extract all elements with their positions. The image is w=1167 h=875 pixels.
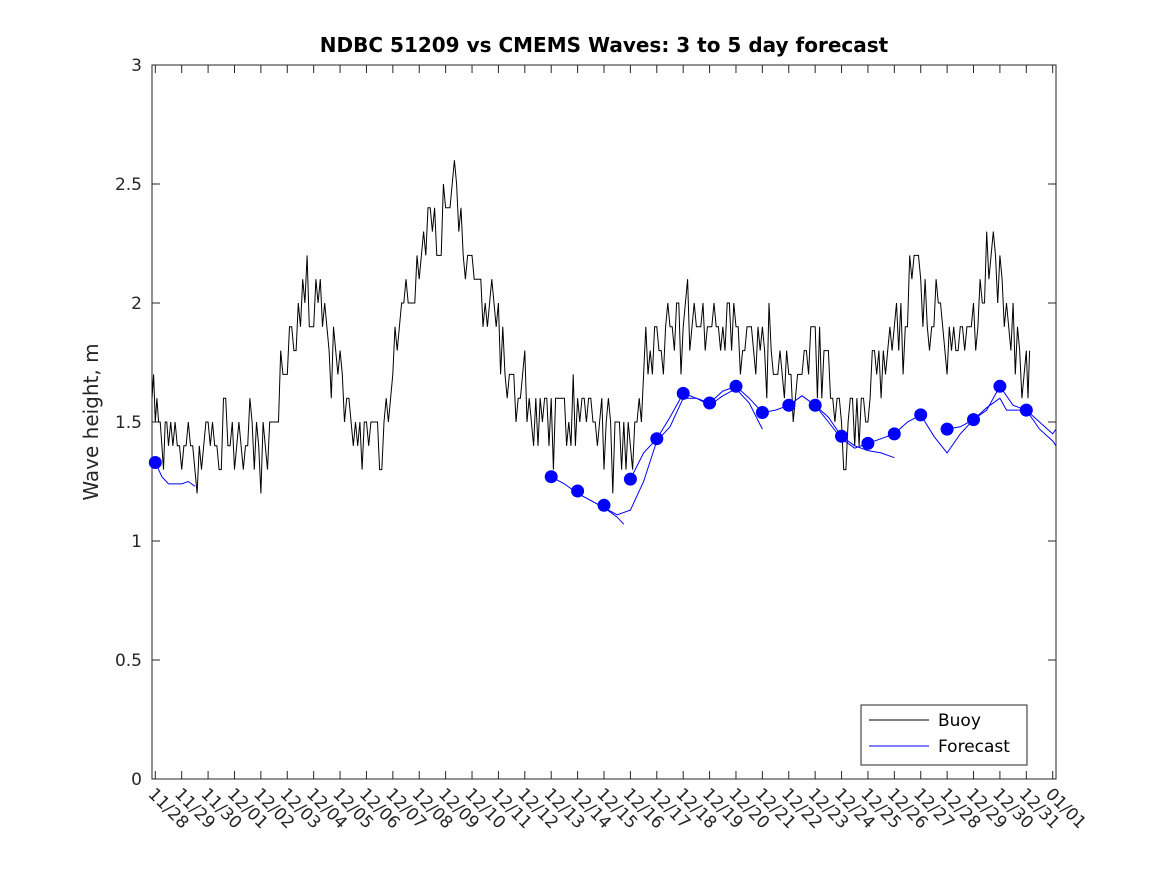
forecast-marker (861, 436, 875, 450)
y-axis-label: Wave height, m (79, 343, 103, 500)
buoy-line (151, 160, 1031, 494)
forecast-marker (782, 398, 796, 412)
forecast-marker (703, 396, 717, 410)
legend: Buoy Forecast (860, 704, 1028, 766)
forecast-line (947, 397, 1057, 447)
forecast-marker (1019, 403, 1033, 417)
forecast-marker (623, 472, 637, 486)
forecast-marker (808, 398, 822, 412)
legend-buoy-label: Buoy (938, 711, 981, 731)
y-tick-label: 2.5 (115, 175, 142, 195)
y-tick-label: 2 (131, 294, 142, 314)
forecast-marker (650, 432, 664, 446)
forecast-markers (148, 379, 1033, 512)
y-tick-label: 1 (131, 532, 142, 552)
legend-forecast-label: Forecast (938, 737, 1010, 757)
forecast-marker (887, 427, 901, 441)
forecast-marker (544, 470, 558, 484)
y-tick-label: 3 (131, 56, 142, 76)
forecast-marker (755, 406, 769, 419)
legend-box (860, 704, 1028, 766)
y-axis: 0 0.5 1 1.5 2 2.5 3 (115, 56, 1056, 790)
plot-area (151, 64, 1057, 780)
forecast-marker (993, 379, 1007, 393)
forecast-marker (148, 456, 162, 469)
forecast-marker (676, 386, 690, 400)
y-tick-label: 1.5 (115, 413, 142, 433)
forecast-marker (597, 498, 611, 512)
forecast-marker (940, 422, 954, 436)
forecast-marker (571, 484, 585, 498)
forecast-marker (835, 429, 848, 443)
forecast-line (550, 476, 625, 525)
y-tick-label: 0 (131, 770, 142, 790)
forecast-line (154, 462, 196, 487)
forecast-marker (729, 379, 743, 393)
forecast-marker (914, 408, 928, 422)
forecast-marker (967, 413, 980, 427)
chart-title: NDBC 51209 vs CMEMS Waves: 3 to 5 day fo… (320, 33, 889, 57)
y-tick-label: 0.5 (115, 651, 142, 671)
buoy-series (151, 160, 1031, 494)
